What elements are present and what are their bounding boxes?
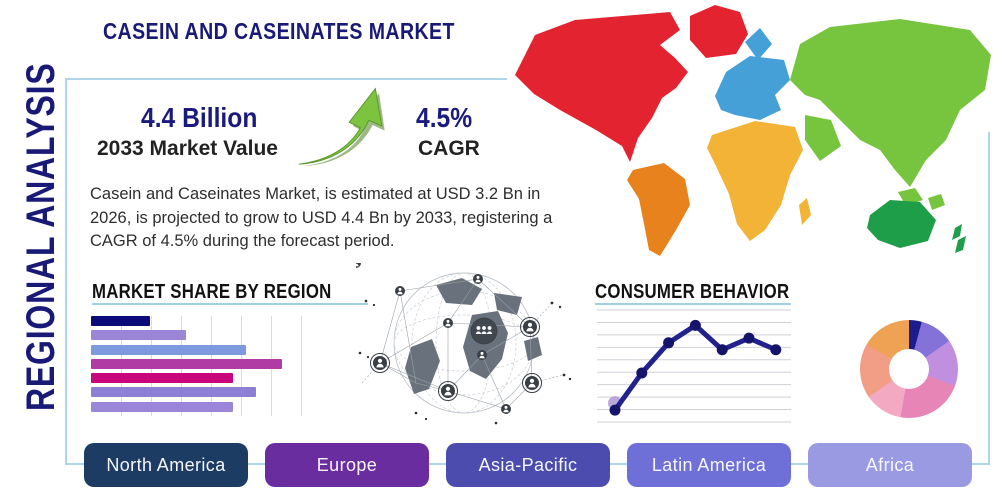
- line-chart-title: CONSUMER BEHAVIOR: [595, 281, 790, 303]
- bar-chart-title: MARKET SHARE BY REGION: [92, 281, 332, 303]
- bar-chart: [91, 316, 303, 416]
- cagr-label: CAGR: [418, 137, 480, 160]
- continent-north-america: [515, 12, 688, 162]
- donut-chart-hole: [889, 349, 929, 389]
- bar-region-2: [91, 344, 246, 355]
- growth-arrow-icon: [298, 87, 385, 167]
- bar-region-4: [91, 373, 234, 384]
- bar-region-1: [91, 330, 187, 341]
- frame-border-left: [65, 78, 67, 465]
- bar-chart-gridline: [300, 316, 302, 416]
- page-title: CASEIN AND CASEINATES MARKET: [103, 18, 455, 44]
- continent-new-zealand: [952, 224, 966, 253]
- region-button-latin-america[interactable]: Latin America: [627, 443, 791, 487]
- continent-asia-arabia: [805, 115, 841, 161]
- bar-region-0: [91, 316, 151, 326]
- continent-africa: [707, 121, 803, 241]
- continent-africa-madagascar: [799, 198, 811, 225]
- line-chart-title-underline: [595, 303, 791, 305]
- market-description: Casein and Caseinates Market, is estimat…: [90, 185, 553, 251]
- market-value-label: 2033 Market Value: [97, 137, 278, 160]
- region-button-europe[interactable]: Europe: [265, 443, 429, 487]
- bar-region-5: [91, 387, 257, 398]
- bar-chart-title-underline: [92, 303, 368, 305]
- continent-greenland: [690, 5, 748, 58]
- market-value-stat: 4.4 Billion: [141, 102, 258, 133]
- continent-europe-scandinavia: [745, 28, 772, 60]
- continent-europe: [715, 56, 790, 120]
- cagr-value-stat: 4.5%: [416, 102, 473, 133]
- bar-region-6: [91, 401, 234, 412]
- globe-network-graphic: [356, 263, 572, 425]
- region-button-asia-pacific[interactable]: Asia-Pacific: [446, 443, 610, 487]
- frame-border-top: [65, 78, 507, 80]
- region-button-north-america[interactable]: North America: [84, 443, 248, 487]
- continent-asia: [790, 19, 991, 187]
- frame-border-right: [988, 132, 990, 465]
- continent-south-america: [627, 163, 690, 256]
- line-chart: [597, 309, 791, 423]
- side-vertical-label: REGIONAL ANALYSIS: [19, 62, 63, 412]
- region-button-africa[interactable]: Africa: [808, 443, 972, 487]
- world-map: [515, 5, 991, 256]
- bar-region-3: [91, 358, 282, 369]
- continent-australia: [867, 200, 936, 248]
